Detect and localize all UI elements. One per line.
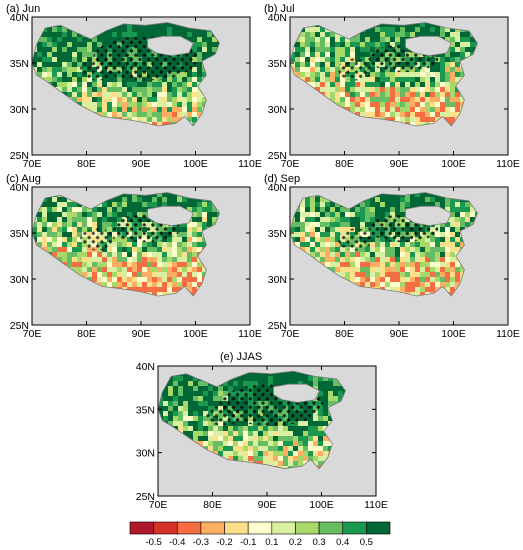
colorbar-label: 0.1 bbox=[265, 537, 278, 548]
map-panel-d: 70E 80E 90E 100E 110E 40N 35N 30N 25N (d) Sep bbox=[264, 173, 520, 340]
x-tick-label: 90E bbox=[390, 328, 409, 340]
colorbar-label: 0.3 bbox=[312, 537, 325, 548]
x-tick-label: 110E bbox=[364, 499, 388, 511]
plateau-outline bbox=[157, 370, 346, 470]
y-tick-label: 30N bbox=[10, 104, 29, 116]
plateau-outline bbox=[31, 192, 220, 297]
x-tick-label: 70E bbox=[149, 499, 168, 511]
map-panel-e: 70E 80E 90E 100E 110E 40N 35N 30N 25N (e) JJAS bbox=[136, 351, 388, 511]
colorbar-swatch bbox=[129, 521, 154, 535]
x-tick-label: 110E bbox=[496, 328, 520, 340]
y-tick-label: 30N bbox=[10, 274, 29, 286]
y-tick-label: 40N bbox=[10, 182, 29, 194]
y-tick-label: 40N bbox=[268, 182, 287, 194]
plateau-outline bbox=[289, 22, 478, 127]
x-tick-label: 90E bbox=[132, 158, 151, 170]
colorbar-label: -0.3 bbox=[193, 537, 209, 548]
colorbar-swatch bbox=[224, 521, 249, 535]
x-tick-label: 110E bbox=[238, 328, 262, 340]
x-tick-label: 80E bbox=[77, 328, 96, 340]
colorbar-swatch bbox=[271, 521, 296, 535]
basin-mask bbox=[147, 205, 194, 227]
map-panel-a: 70E 80E 90E 100E 110E 40N 35N 30N 25N (a) Jun bbox=[6, 3, 262, 170]
x-tick-label: 110E bbox=[496, 158, 520, 170]
basin-mask bbox=[405, 205, 452, 227]
colorbar-swatch bbox=[153, 521, 178, 535]
y-tick-label: 40N bbox=[136, 361, 155, 373]
y-tick-label: 30N bbox=[136, 448, 155, 460]
y-tick-label: 30N bbox=[268, 274, 287, 286]
colorbar-label: -0.5 bbox=[145, 537, 161, 548]
panel-label: (a) Jun bbox=[6, 3, 40, 15]
plateau-outline bbox=[31, 22, 220, 127]
panel-label: (d) Sep bbox=[264, 173, 300, 185]
y-tick-label: 30N bbox=[268, 104, 287, 116]
basin-mask bbox=[273, 383, 320, 403]
basin-mask bbox=[147, 35, 194, 57]
x-tick-label: 80E bbox=[203, 499, 222, 511]
y-tick-label: 25N bbox=[10, 320, 29, 332]
y-tick-label: 25N bbox=[136, 491, 155, 503]
panel-label: (e) JJAS bbox=[220, 351, 262, 363]
x-tick-label: 70E bbox=[23, 328, 42, 340]
colorbar-label: -0.2 bbox=[216, 537, 232, 548]
y-tick-label: 35N bbox=[10, 58, 29, 70]
y-tick-label: 25N bbox=[268, 150, 287, 162]
x-tick-label: 70E bbox=[281, 158, 300, 170]
colorbar-swatch bbox=[247, 521, 273, 535]
y-tick-label: 35N bbox=[268, 228, 287, 240]
x-tick-label: 100E bbox=[309, 499, 334, 511]
colorbar-swatch bbox=[366, 521, 391, 535]
colorbar-swatch bbox=[318, 521, 344, 535]
x-tick-label: 90E bbox=[258, 499, 277, 511]
y-tick-label: 40N bbox=[268, 12, 287, 24]
y-tick-label: 35N bbox=[268, 58, 287, 70]
colorbar-swatch bbox=[295, 521, 320, 535]
colorbar-label: -0.1 bbox=[240, 537, 256, 548]
x-tick-label: 100E bbox=[183, 328, 208, 340]
colorbar-label: 0.4 bbox=[336, 537, 349, 548]
colorbar-label: 0.5 bbox=[360, 537, 373, 548]
x-tick-label: 100E bbox=[441, 158, 466, 170]
x-tick-label: 70E bbox=[281, 328, 300, 340]
plateau-outline bbox=[289, 192, 478, 297]
panel-label: (b) Jul bbox=[264, 3, 295, 15]
y-tick-label: 25N bbox=[10, 150, 29, 162]
x-tick-label: 90E bbox=[132, 328, 151, 340]
colorbar-label: -0.4 bbox=[169, 537, 185, 548]
y-tick-label: 35N bbox=[10, 228, 29, 240]
colorbar-swatch bbox=[200, 521, 225, 535]
x-tick-label: 100E bbox=[183, 158, 208, 170]
map-panel-b: 70E 80E 90E 100E 110E 40N 35N 30N 25N (b) Jul bbox=[264, 3, 520, 170]
basin-mask bbox=[405, 35, 452, 57]
colorbar-label: 0.2 bbox=[289, 537, 302, 548]
x-tick-label: 70E bbox=[23, 158, 42, 170]
y-tick-label: 40N bbox=[10, 12, 29, 24]
y-tick-label: 35N bbox=[136, 404, 155, 416]
x-tick-label: 90E bbox=[390, 158, 409, 170]
y-tick-label: 25N bbox=[268, 320, 287, 332]
colorbar: -0.5 -0.4 -0.3 -0.2 -0.1 0.1 0.2 0.3 0.4 0.5 bbox=[129, 521, 391, 548]
panel-label: (c) Aug bbox=[6, 173, 41, 185]
x-tick-label: 110E bbox=[238, 158, 262, 170]
colorbar-swatch bbox=[342, 521, 367, 535]
x-tick-label: 80E bbox=[77, 158, 96, 170]
x-tick-label: 80E bbox=[335, 158, 354, 170]
x-tick-label: 80E bbox=[335, 328, 354, 340]
map-panel-c: 70E 80E 90E 100E 110E 40N 35N 30N 25N (c) Aug bbox=[6, 173, 262, 340]
colorbar-swatch bbox=[176, 521, 202, 535]
x-tick-label: 100E bbox=[441, 328, 466, 340]
